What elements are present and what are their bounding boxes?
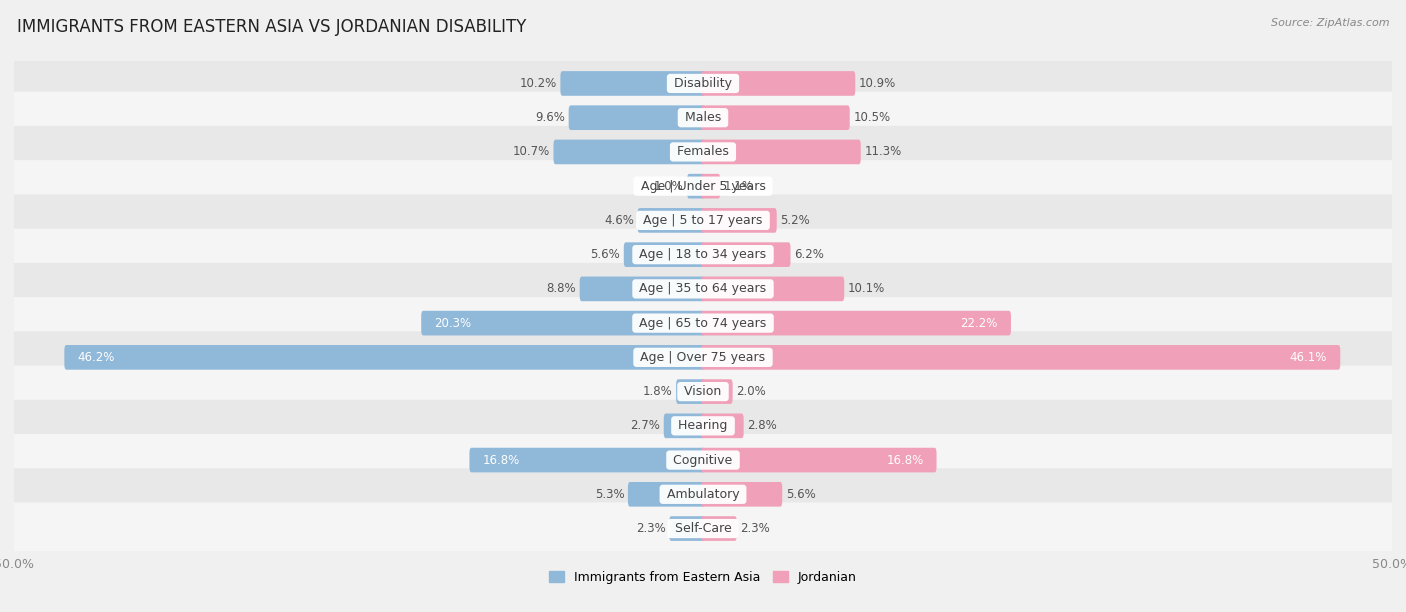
Text: 8.8%: 8.8% [547, 282, 576, 296]
FancyBboxPatch shape [702, 448, 936, 472]
Text: 10.1%: 10.1% [848, 282, 884, 296]
Text: Males: Males [681, 111, 725, 124]
Text: Cognitive: Cognitive [669, 453, 737, 466]
Text: Ambulatory: Ambulatory [662, 488, 744, 501]
FancyBboxPatch shape [579, 277, 704, 301]
Text: 46.1%: 46.1% [1289, 351, 1327, 364]
FancyBboxPatch shape [10, 365, 1396, 417]
Text: Females: Females [673, 146, 733, 159]
Text: Age | 5 to 17 years: Age | 5 to 17 years [640, 214, 766, 227]
FancyBboxPatch shape [702, 516, 737, 541]
FancyBboxPatch shape [702, 208, 776, 233]
FancyBboxPatch shape [65, 345, 704, 370]
Text: Source: ZipAtlas.com: Source: ZipAtlas.com [1271, 18, 1389, 28]
Text: 46.2%: 46.2% [77, 351, 115, 364]
Text: Hearing: Hearing [675, 419, 731, 432]
Text: 20.3%: 20.3% [434, 316, 471, 330]
Text: 10.7%: 10.7% [513, 146, 550, 159]
FancyBboxPatch shape [702, 345, 1340, 370]
FancyBboxPatch shape [10, 263, 1396, 315]
FancyBboxPatch shape [702, 379, 733, 404]
Legend: Immigrants from Eastern Asia, Jordanian: Immigrants from Eastern Asia, Jordanian [550, 571, 856, 584]
Text: 22.2%: 22.2% [960, 316, 998, 330]
Text: 10.2%: 10.2% [520, 77, 557, 90]
Text: Vision: Vision [681, 385, 725, 398]
FancyBboxPatch shape [702, 311, 1011, 335]
FancyBboxPatch shape [702, 105, 849, 130]
FancyBboxPatch shape [702, 140, 860, 164]
FancyBboxPatch shape [702, 414, 744, 438]
Text: 16.8%: 16.8% [886, 453, 924, 466]
FancyBboxPatch shape [10, 92, 1396, 144]
FancyBboxPatch shape [669, 516, 704, 541]
Text: 5.3%: 5.3% [595, 488, 624, 501]
Text: IMMIGRANTS FROM EASTERN ASIA VS JORDANIAN DISABILITY: IMMIGRANTS FROM EASTERN ASIA VS JORDANIA… [17, 18, 526, 36]
Text: 10.9%: 10.9% [859, 77, 896, 90]
FancyBboxPatch shape [561, 71, 704, 96]
FancyBboxPatch shape [628, 482, 704, 507]
Text: 2.7%: 2.7% [630, 419, 661, 432]
FancyBboxPatch shape [624, 242, 704, 267]
Text: 1.8%: 1.8% [643, 385, 672, 398]
FancyBboxPatch shape [554, 140, 704, 164]
FancyBboxPatch shape [702, 71, 855, 96]
FancyBboxPatch shape [10, 331, 1396, 383]
Text: Disability: Disability [671, 77, 735, 90]
FancyBboxPatch shape [664, 414, 704, 438]
FancyBboxPatch shape [702, 277, 844, 301]
Text: 16.8%: 16.8% [482, 453, 520, 466]
FancyBboxPatch shape [10, 126, 1396, 178]
FancyBboxPatch shape [10, 468, 1396, 520]
Text: Age | Over 75 years: Age | Over 75 years [637, 351, 769, 364]
FancyBboxPatch shape [10, 229, 1396, 281]
Text: 5.6%: 5.6% [786, 488, 815, 501]
FancyBboxPatch shape [702, 482, 782, 507]
FancyBboxPatch shape [568, 105, 704, 130]
Text: 2.0%: 2.0% [737, 385, 766, 398]
Text: Age | Under 5 years: Age | Under 5 years [637, 180, 769, 193]
Text: 6.2%: 6.2% [794, 248, 824, 261]
Text: Age | 18 to 34 years: Age | 18 to 34 years [636, 248, 770, 261]
FancyBboxPatch shape [676, 379, 704, 404]
FancyBboxPatch shape [702, 242, 790, 267]
FancyBboxPatch shape [422, 311, 704, 335]
FancyBboxPatch shape [10, 160, 1396, 212]
FancyBboxPatch shape [10, 195, 1396, 247]
Text: 2.8%: 2.8% [747, 419, 778, 432]
Text: 1.0%: 1.0% [654, 180, 683, 193]
FancyBboxPatch shape [10, 58, 1396, 110]
Text: Age | 65 to 74 years: Age | 65 to 74 years [636, 316, 770, 330]
Text: 5.2%: 5.2% [780, 214, 810, 227]
FancyBboxPatch shape [10, 400, 1396, 452]
Text: Age | 35 to 64 years: Age | 35 to 64 years [636, 282, 770, 296]
Text: 5.6%: 5.6% [591, 248, 620, 261]
FancyBboxPatch shape [470, 448, 704, 472]
Text: 9.6%: 9.6% [536, 111, 565, 124]
FancyBboxPatch shape [10, 297, 1396, 349]
FancyBboxPatch shape [702, 174, 720, 198]
FancyBboxPatch shape [688, 174, 704, 198]
Text: 4.6%: 4.6% [605, 214, 634, 227]
Text: 11.3%: 11.3% [865, 146, 901, 159]
FancyBboxPatch shape [10, 502, 1396, 554]
FancyBboxPatch shape [637, 208, 704, 233]
FancyBboxPatch shape [10, 434, 1396, 486]
Text: 2.3%: 2.3% [740, 522, 770, 535]
Text: 1.1%: 1.1% [724, 180, 754, 193]
Text: 10.5%: 10.5% [853, 111, 890, 124]
Text: Self-Care: Self-Care [671, 522, 735, 535]
Text: 2.3%: 2.3% [636, 522, 666, 535]
